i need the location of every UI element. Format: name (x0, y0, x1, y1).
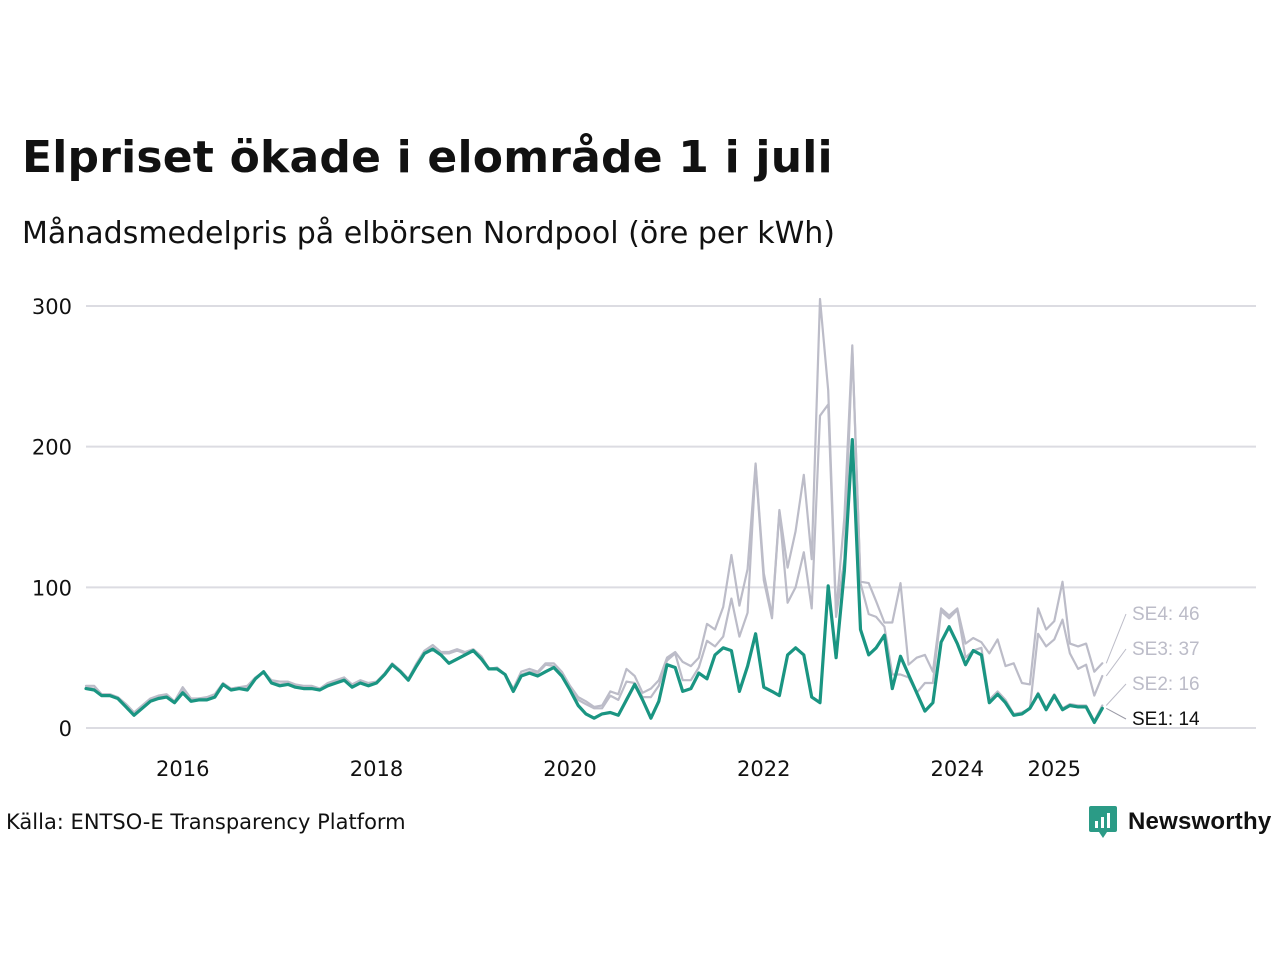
y-tick-label-300: 300 (32, 295, 72, 319)
end-label-connector-se1 (1106, 707, 1127, 720)
newsworthy-logo-icon (1089, 806, 1117, 838)
end-label-se2: SE2: 16 (1132, 674, 1200, 695)
series-lines (84, 297, 1104, 725)
x-tick-label-2018: 2018 (350, 757, 403, 781)
chart-subtitle: Månadsmedelpris på elbörsen Nordpool (ör… (22, 216, 835, 251)
y-axis-labels: 0 100 200 300 (32, 295, 72, 741)
x-tick-label-2025: 2025 (1028, 757, 1081, 781)
x-tick-label-2020: 2020 (543, 757, 596, 781)
end-labels: SE4: 46 SE3: 37 SE2: 16 SE1: 14 (1105, 604, 1200, 730)
end-label-connector-se4 (1105, 613, 1127, 664)
brand-name: Newsworthy (1128, 808, 1272, 835)
x-axis-labels: 2016 2018 2020 2022 2024 2025 (156, 757, 1081, 781)
series-line-se2 (84, 438, 1104, 723)
x-tick-label-2024: 2024 (931, 757, 984, 781)
series-line-se4 (84, 297, 1104, 714)
chart-title: Elpriset ökade i elområde 1 i juli (22, 132, 833, 183)
end-label-se3: SE3: 37 (1132, 639, 1200, 660)
x-tick-label-2016: 2016 (156, 757, 209, 781)
end-label-se1: SE1: 14 (1132, 709, 1200, 730)
brand-logo: Newsworthy (1088, 804, 1271, 840)
series-line-se3 (84, 347, 1104, 716)
y-tick-label-0: 0 (59, 717, 72, 741)
y-tick-label-100: 100 (32, 576, 72, 600)
series-line-se1 (84, 438, 1104, 725)
x-tick-label-2022: 2022 (737, 757, 790, 781)
source-note: Källa: ENTSO-E Transparency Platform (6, 810, 406, 834)
end-label-se4: SE4: 46 (1132, 604, 1200, 625)
end-label-connector-se2 (1105, 683, 1127, 706)
end-label-connector-se3 (1105, 648, 1127, 677)
y-tick-label-200: 200 (32, 436, 72, 460)
